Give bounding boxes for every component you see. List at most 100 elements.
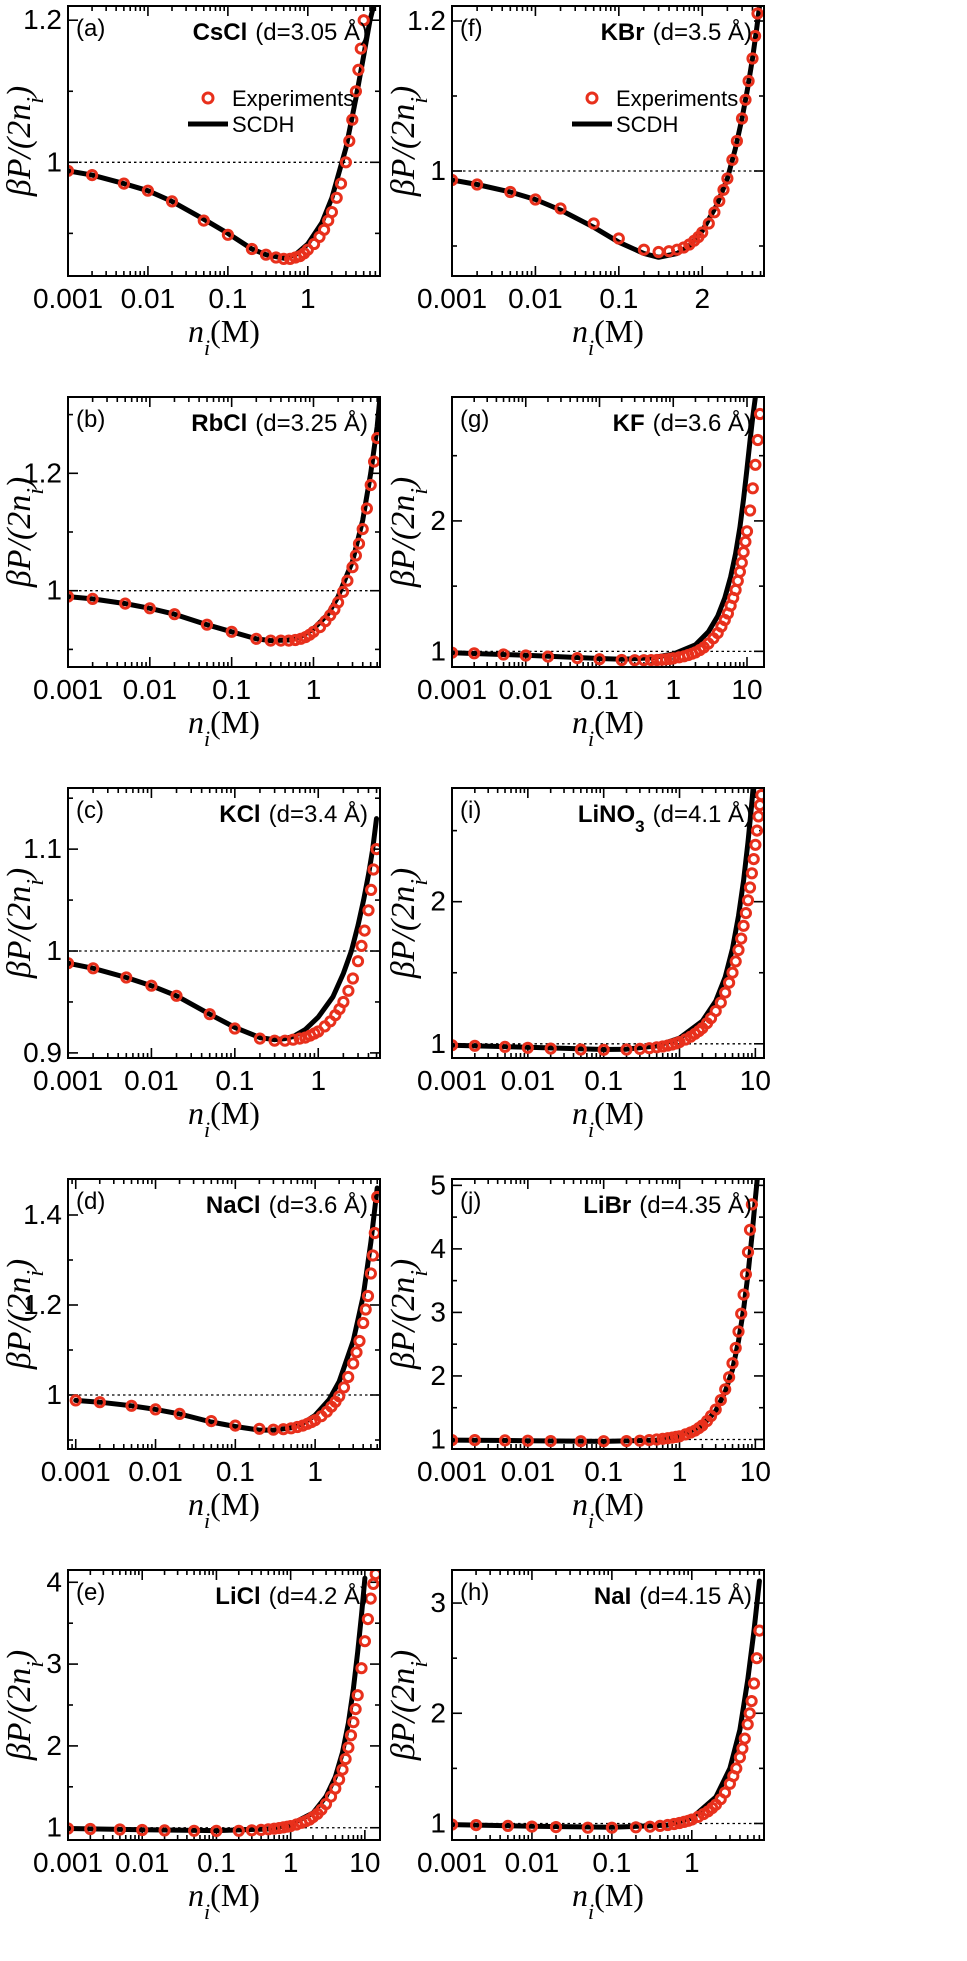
experiment-point — [371, 1190, 380, 1204]
salt-name: LiBr — [583, 1192, 631, 1219]
experiment-point — [525, 1820, 539, 1833]
salt-name: LiNO3 — [578, 801, 645, 836]
experiment-point — [228, 1022, 241, 1035]
experiment-point — [253, 1422, 266, 1435]
experiment-point — [729, 955, 742, 968]
experiment-point — [743, 881, 757, 894]
experiment-point — [673, 1430, 686, 1443]
x-tick-label: 0.1 — [216, 1456, 255, 1487]
experiment-point — [452, 646, 459, 659]
experiment-point — [521, 1434, 534, 1447]
x-tick-label: 2 — [694, 283, 710, 314]
experiment-point — [735, 1307, 748, 1320]
theory-curve-h — [452, 1578, 762, 1830]
panel-c: 0.001 0.01 0.1 1 0.9 1 1.1 (c) (d=3.4 Å) KCl βP/(2… — [1, 787, 381, 1142]
experiment-point — [93, 1396, 106, 1409]
experiment-point — [367, 1577, 380, 1591]
experiment-point — [188, 1824, 201, 1837]
x-tick-label: 0.01 — [115, 1847, 170, 1878]
plot-frame — [67, 1569, 381, 1841]
experiment-point — [719, 986, 732, 999]
experiment-point — [285, 1422, 298, 1435]
y-tick-label: 1 — [46, 1812, 62, 1843]
experiment-point — [173, 1407, 186, 1421]
experiment-point — [752, 810, 764, 823]
experiment-point — [370, 843, 380, 856]
experiment-point — [468, 647, 481, 660]
y-axis-label: βP/(2ni) — [1, 86, 49, 197]
y-axis-label: βP/(2ni) — [385, 1650, 433, 1761]
experiment-point — [333, 1773, 346, 1786]
diameter-label: (d=4.1 Å) — [653, 800, 752, 828]
experiment-point — [709, 1005, 722, 1018]
salt-name: LiCl — [215, 1583, 260, 1610]
experiment-point — [605, 1821, 619, 1834]
y-tick-label: 1 — [430, 1807, 446, 1838]
experiment-point — [529, 193, 542, 206]
x-axis-label: ni(M) — [188, 1877, 260, 1924]
x-tick-label: 0.01 — [499, 674, 554, 705]
experiment-point — [221, 228, 234, 241]
plot-frame — [451, 5, 765, 277]
x-tick-label: 10 — [349, 1847, 380, 1878]
experiment-point — [738, 1732, 751, 1745]
experiment-point — [342, 1370, 355, 1384]
y-tick-label: 2 — [430, 1360, 446, 1391]
theory-curve-e — [68, 1575, 368, 1834]
experiment-point — [346, 972, 359, 985]
experiment-point — [86, 592, 99, 606]
experiment-point — [745, 1198, 759, 1211]
experiment-point — [365, 883, 378, 897]
experiment-point — [158, 1824, 171, 1837]
experiment-point — [369, 1570, 380, 1581]
plot-frame — [451, 787, 765, 1059]
experiment-point — [743, 1223, 757, 1236]
x-tick-label: 0.01 — [123, 674, 178, 705]
experiment-point — [289, 633, 302, 647]
experiment-point — [521, 1041, 534, 1054]
legend-theory-label: SCDH — [616, 112, 678, 137]
experiment-point — [336, 1763, 349, 1776]
experiment-point — [353, 1334, 366, 1348]
panel-label: (j) — [460, 1188, 481, 1215]
experiment-point — [165, 195, 179, 208]
experiment-point — [344, 1729, 358, 1742]
x-tick-label: 0.1 — [197, 1847, 236, 1878]
experiment-point — [746, 52, 759, 65]
experiment-point — [245, 242, 258, 256]
experiment-point — [360, 502, 373, 515]
salt-name: NaCl — [206, 1192, 261, 1219]
experiment-point — [549, 1821, 563, 1834]
panel-label: (b) — [76, 406, 105, 433]
experiment-point — [696, 226, 709, 239]
experiment-point — [739, 907, 753, 920]
experiment-point — [750, 1652, 763, 1665]
experiment-point — [291, 1420, 304, 1434]
y-tick-label: 1 — [46, 146, 62, 177]
experiment-point — [519, 649, 532, 662]
experiment-point — [732, 1325, 745, 1338]
panel-label: (g) — [460, 406, 489, 433]
panel-label: (h) — [460, 1579, 489, 1606]
experiment-point — [364, 478, 377, 492]
experiment-point — [726, 153, 739, 166]
experiment-point — [749, 458, 762, 471]
experiment-point — [262, 1823, 275, 1836]
experiment-point — [168, 608, 181, 621]
panel-label: (e) — [76, 1579, 105, 1606]
experiment-point — [332, 596, 345, 609]
x-tick-label: 0.01 — [501, 1065, 556, 1096]
experiment-point — [671, 243, 684, 256]
panel-label: (i) — [460, 797, 481, 824]
diameter-label: (d=4.15 Å) — [639, 1582, 752, 1610]
experiment-point — [544, 1435, 557, 1448]
experiment-point — [337, 995, 350, 1009]
experiment-point — [452, 1039, 459, 1052]
x-axis-label: ni(M) — [188, 313, 260, 360]
x-tick-label: 1 — [307, 1456, 323, 1487]
experiment-point — [337, 585, 350, 599]
experiment-point — [357, 14, 370, 27]
experiment-point — [149, 1403, 162, 1416]
experiment-point — [452, 1818, 459, 1831]
